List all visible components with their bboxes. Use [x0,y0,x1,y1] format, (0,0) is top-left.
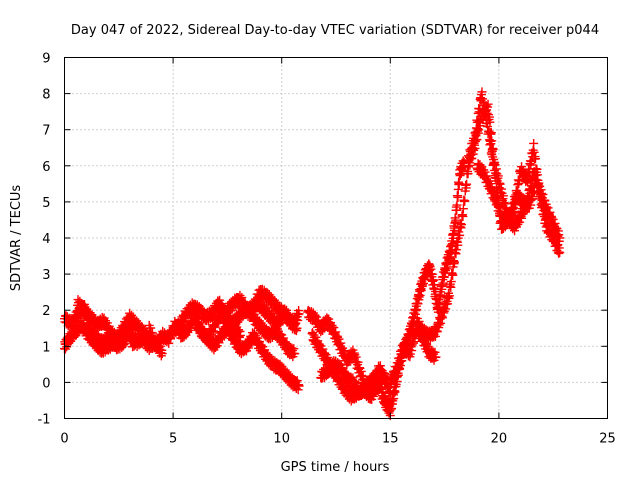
data-point [453,192,463,202]
data-point [390,387,400,397]
data-point [428,275,438,285]
data-point [409,338,419,348]
series-track-7 [222,284,304,334]
x-tick-label: 20 [491,432,508,447]
data-point [529,187,539,197]
data-point [486,139,496,149]
data-point [387,404,397,414]
data-point [488,152,498,162]
y-tick-label: 2 [42,304,50,319]
data-point [294,381,304,391]
data-point [479,165,489,175]
data-point [451,245,461,255]
data-point [448,270,458,280]
data-point [532,170,542,180]
data-point [470,136,480,146]
data-point [531,154,541,164]
data-point [125,329,135,339]
data-point [489,157,499,167]
data-point [436,290,446,300]
series-track-11 [316,356,384,401]
data-point [541,214,551,224]
data-point [457,220,467,230]
data-point [494,201,504,211]
data-point [157,349,167,359]
data-point [555,233,565,243]
series-track-6 [190,313,304,395]
data-point [393,361,403,371]
y-tick-label: 6 [42,160,50,175]
data-point [129,341,139,351]
series-track-9 [303,305,391,398]
data-point [555,247,565,257]
series-track-13 [385,321,441,389]
data-point [468,144,478,154]
y-axis-label: SDTVAR / TECUs [9,185,24,292]
y-tick-label: 0 [42,376,50,391]
data-point [446,277,456,287]
data-point [451,215,461,225]
series-track-16 [472,159,541,233]
data-point [413,299,423,309]
data-point [460,196,470,206]
chart-title: Day 047 of 2022, Sidereal Day-to-day VTE… [71,23,599,38]
x-tick-label: 5 [169,432,177,447]
data-point [294,309,304,319]
data-points [60,87,565,421]
x-tick-label: 0 [60,432,68,447]
y-tick-label: 3 [42,268,50,283]
data-point [452,200,462,210]
series-track-3 [73,295,154,347]
x-axis-label: GPS time / hours [281,460,390,475]
data-point [495,179,505,189]
data-point [455,230,465,240]
axis-ticks: 0 5 10 15 20 25 -1 0 1 2 3 4 5 6 7 8 9 [38,52,616,447]
y-tick-label: 4 [42,232,50,247]
x-tick-label: 10 [273,432,290,447]
data-point [290,349,300,359]
y-tick-label: 8 [42,88,50,103]
y-tick-label: 1 [42,340,50,355]
data-point [458,211,468,221]
data-point [481,109,491,119]
data-point [483,99,493,109]
y-tick-label: 7 [42,124,50,139]
data-point [450,257,460,267]
data-point [462,179,472,189]
data-point [235,330,245,340]
data-point [491,173,501,183]
x-tick-label: 15 [382,432,399,447]
series-track-8 [244,301,300,362]
data-point [473,117,483,127]
data-point [432,327,442,337]
y-tick-label: -1 [38,413,51,428]
data-point [552,224,562,234]
data-point [537,201,547,211]
data-point [458,204,468,214]
y-tick-label: 9 [42,52,50,67]
data-point [529,138,539,148]
data-point [536,191,546,201]
data-point [479,98,489,108]
data-point [484,126,494,136]
data-point [464,152,474,162]
data-point [471,123,481,133]
data-point [505,214,515,224]
data-point [439,272,449,282]
x-tick-label: 25 [599,432,616,447]
data-point [531,179,541,189]
data-point [444,291,454,301]
data-point [431,352,441,362]
y-tick-label: 5 [42,196,50,211]
